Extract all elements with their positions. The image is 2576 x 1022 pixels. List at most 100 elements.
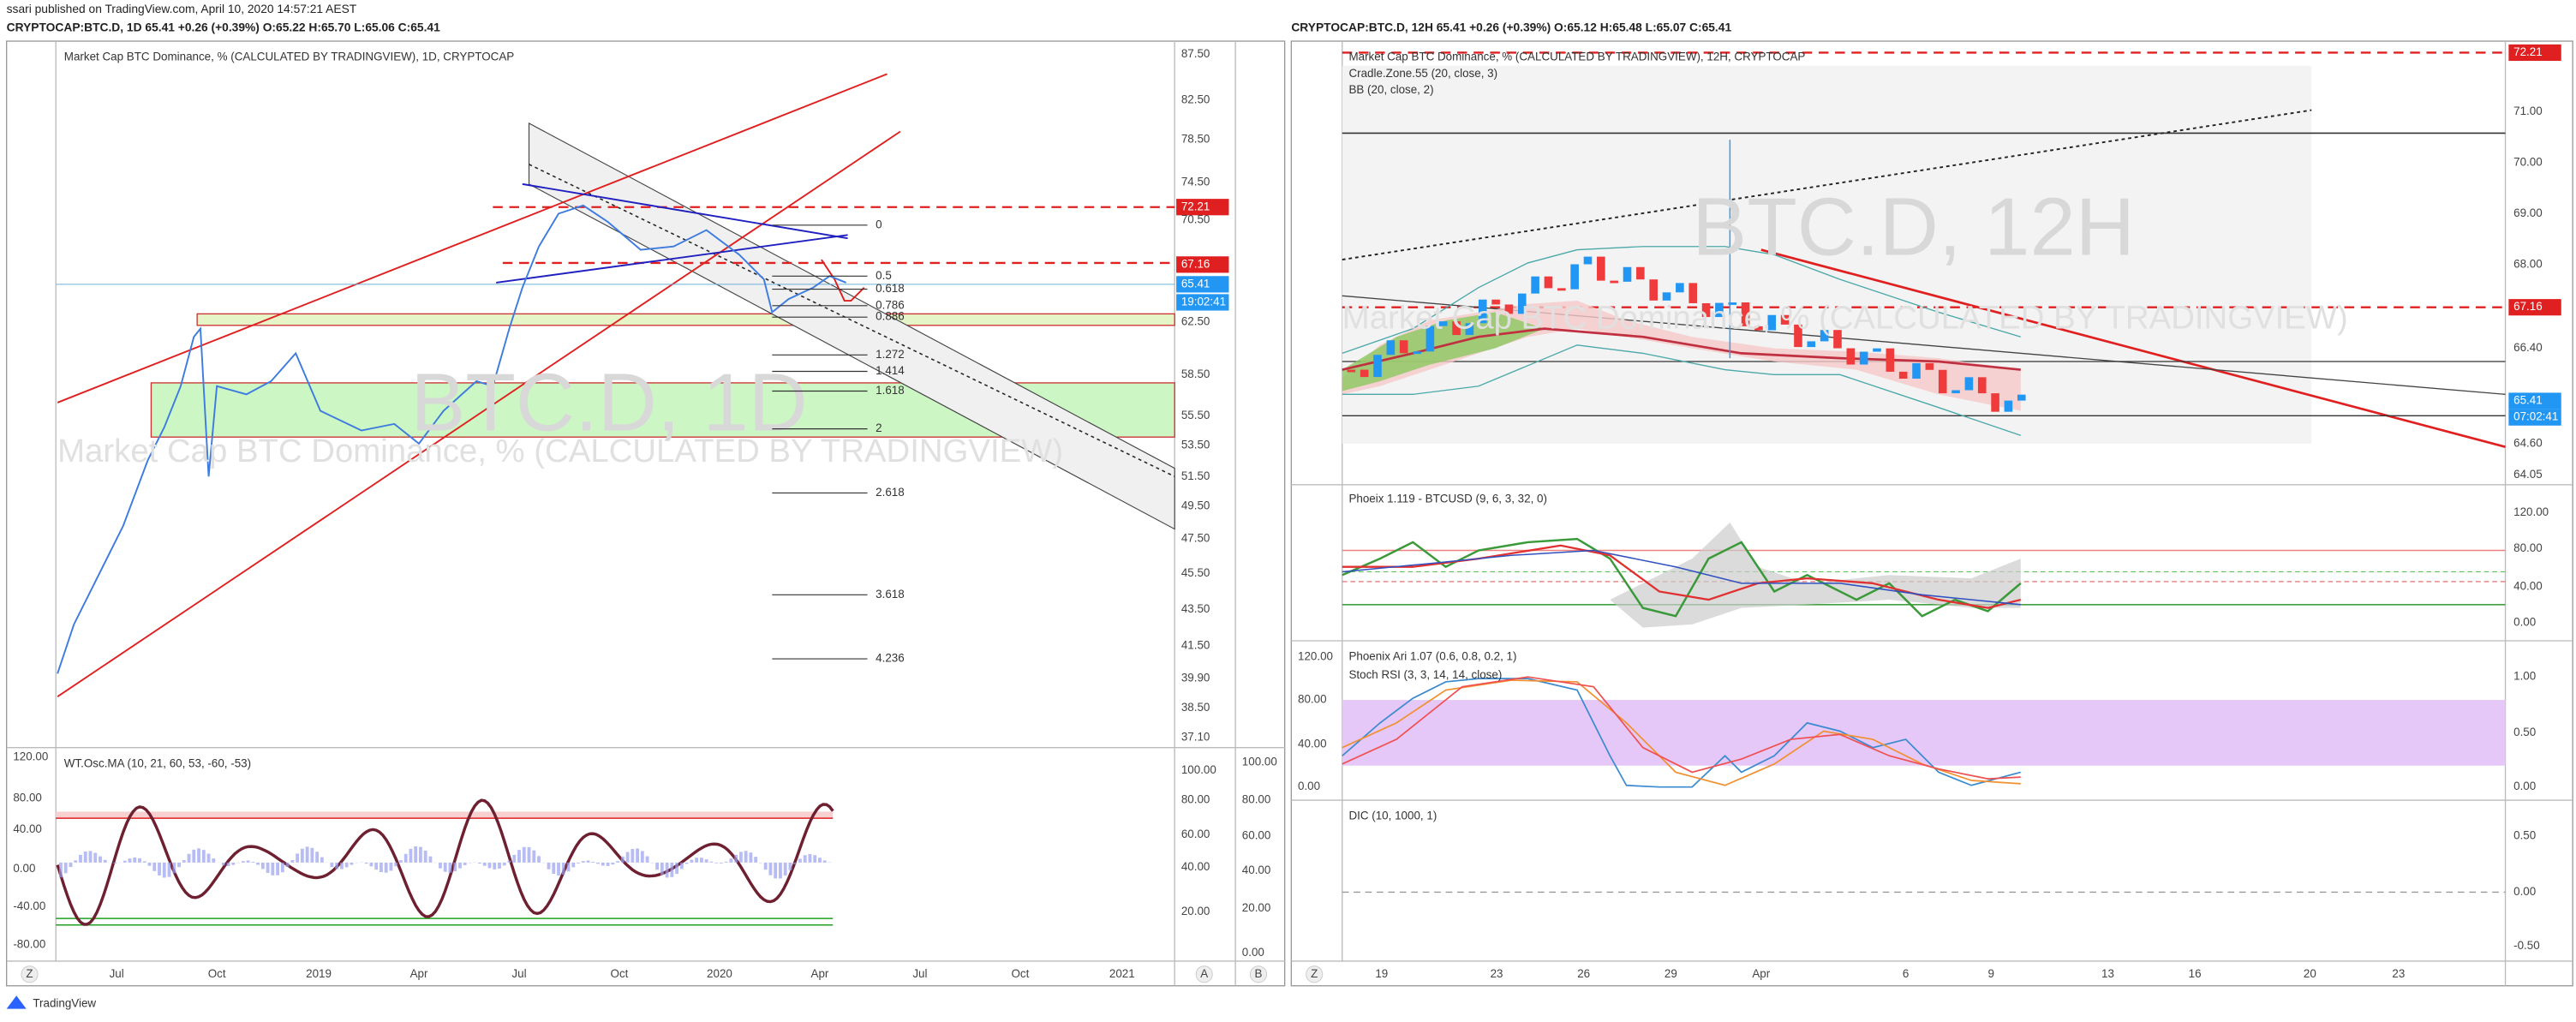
axis-label: 0.50	[2513, 726, 2536, 738]
axis-label: 0.00	[2513, 780, 2536, 792]
button[interactable]	[21, 965, 39, 983]
axis-label: 67.16	[1181, 257, 1210, 270]
histogram-bar	[152, 862, 157, 871]
histogram-bar	[566, 862, 571, 872]
button[interactable]	[1195, 965, 1213, 983]
axis-label: 40.00	[2513, 579, 2543, 592]
axis-label: 37.10	[1181, 731, 1210, 744]
histogram-bar	[640, 851, 644, 863]
axis-label: 80.00	[1298, 693, 1327, 706]
time-label: Apr	[1752, 967, 1770, 980]
candle	[2004, 400, 2013, 412]
candle	[1820, 330, 1829, 342]
histogram-bar	[571, 862, 576, 868]
time-label: 23	[1491, 967, 1503, 980]
histogram-bar	[601, 862, 605, 866]
histogram-bar	[177, 862, 181, 868]
histogram-bar	[251, 861, 255, 863]
axis-label: 0.00	[13, 862, 35, 875]
bb-upper	[1342, 246, 2022, 355]
price-badge	[1176, 276, 1229, 293]
histogram-bar	[699, 858, 703, 863]
histogram-bar	[537, 856, 541, 863]
cloud	[1342, 312, 1545, 391]
axis-label: 19:02:41	[1181, 295, 1226, 308]
candle	[1859, 351, 1868, 365]
stoch-d	[1342, 679, 2021, 786]
histogram-bar	[187, 853, 191, 863]
candle	[1873, 348, 1881, 352]
histogram-bar	[310, 847, 314, 863]
fib-label: 0.886	[876, 310, 905, 323]
histogram-bar	[463, 862, 467, 865]
candle	[1623, 266, 1632, 282]
histogram-bar	[320, 857, 324, 863]
publisher: ssari published on TradingView.com, Apri…	[7, 3, 357, 15]
histogram-bar	[586, 860, 590, 863]
axis-label: 65.41	[2513, 394, 2543, 407]
histogram-bar	[670, 862, 674, 877]
fib-label: 1.414	[876, 364, 905, 377]
candle	[1491, 299, 1500, 305]
channel	[528, 122, 1175, 530]
button-label: Z	[26, 967, 33, 980]
histogram-bar	[172, 862, 176, 874]
histogram-bar	[167, 862, 171, 877]
histogram-bar	[645, 856, 649, 863]
histogram-bar	[374, 862, 379, 870]
histogram-bar	[142, 861, 146, 863]
time-label: 2021	[1109, 967, 1135, 980]
candle	[1886, 348, 1895, 372]
axis-label: 41.50	[1181, 638, 1210, 651]
axis-label: 0.00	[2513, 615, 2536, 628]
candle	[1701, 302, 1711, 318]
stoch-line	[1342, 676, 2021, 780]
candle	[1977, 377, 1987, 394]
axis-label: 74.50	[1181, 176, 1210, 188]
axis-label: 55.50	[1181, 409, 1210, 421]
indicator-label: BB (20, close, 2)	[1348, 83, 1433, 96]
histogram-bar	[606, 862, 610, 866]
watermark: BTC.D, 12H	[1692, 181, 2135, 272]
axis-label: 72.21	[2513, 45, 2543, 58]
histogram-bar	[93, 852, 98, 863]
candle	[1780, 314, 1790, 325]
triangle	[522, 182, 848, 240]
button[interactable]	[1306, 965, 1324, 983]
watermark-sub: Market Cap BTC Dominance, % (CALCULATED …	[57, 433, 1063, 469]
histogram-bar	[522, 846, 526, 863]
trend-line	[57, 130, 901, 697]
candle	[1688, 283, 1698, 303]
candle	[1386, 340, 1396, 356]
histogram-bar	[808, 853, 812, 863]
button[interactable]	[1249, 965, 1268, 983]
histogram-bar	[99, 856, 102, 863]
axis-label: 100.00	[1181, 763, 1216, 776]
histogram-bar	[493, 862, 497, 870]
histogram-bar	[158, 862, 161, 876]
histogram-bar	[581, 861, 585, 863]
histogram-bar	[260, 862, 265, 870]
histogram-bar	[399, 860, 403, 863]
histogram-bar	[123, 860, 127, 863]
arrow	[821, 259, 865, 302]
candle	[1597, 256, 1605, 281]
histogram-bar	[439, 862, 442, 869]
histogram-bar	[246, 860, 250, 863]
time-label: Apr	[410, 967, 428, 980]
stoch-k	[1342, 678, 2022, 788]
axis-label: 0.00	[1298, 780, 1320, 792]
axis-label: 66.40	[2513, 341, 2543, 354]
time-label: 2020	[707, 967, 732, 980]
histogram-bar	[69, 862, 73, 868]
axis-label: 65.41	[1181, 277, 1210, 290]
histogram-bar	[350, 862, 354, 865]
axis-label: 71.00	[2513, 105, 2543, 117]
fib-label: 0.786	[876, 298, 905, 311]
candle	[1938, 369, 1947, 394]
axis-label: 0.00	[2513, 885, 2536, 898]
price-badge	[1176, 256, 1229, 273]
left-symbol: CRYPTOCAP:BTC.D, 1D 65.41 +0.26 (+0.39%)…	[7, 21, 440, 33]
histogram-bar	[428, 856, 433, 863]
candle	[1951, 390, 1960, 394]
